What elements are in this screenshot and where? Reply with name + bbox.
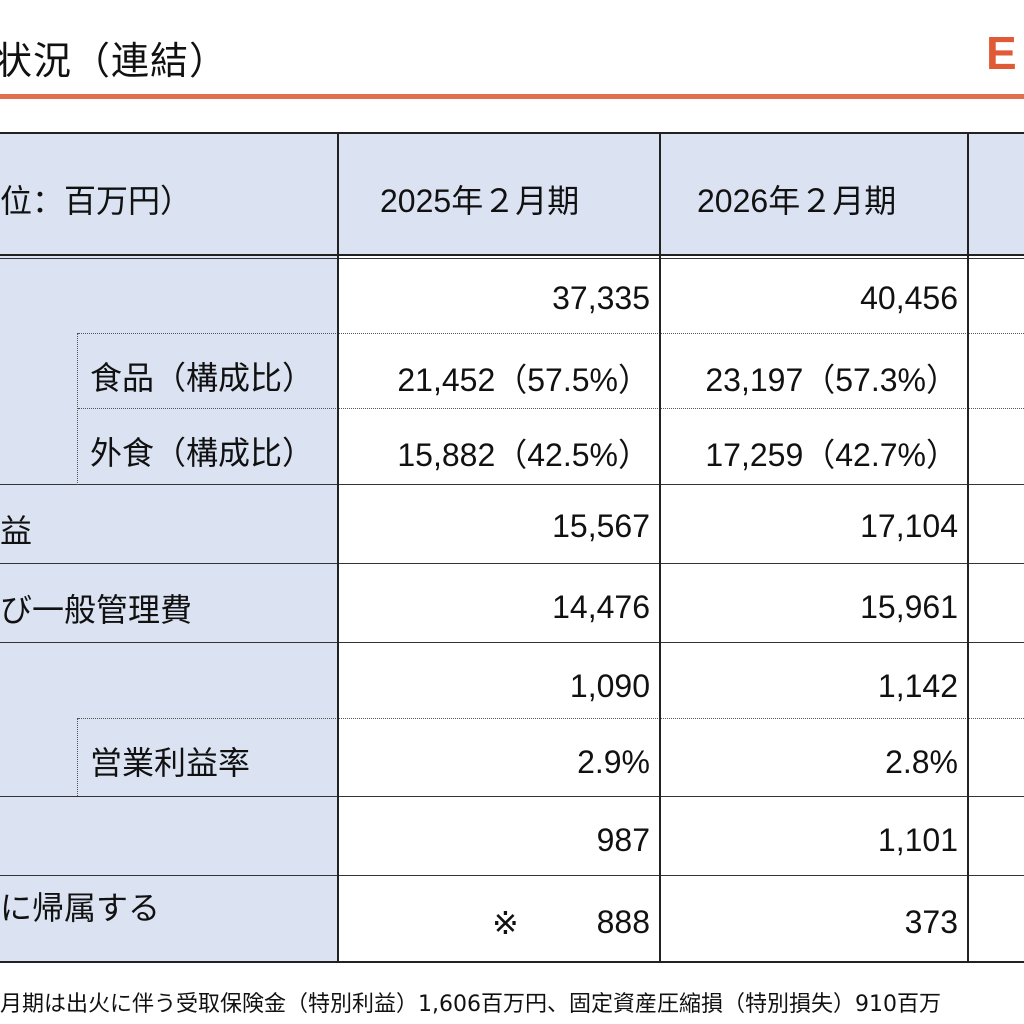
title-underline	[0, 94, 1024, 99]
value-2025-operating-income: 1,090	[569, 668, 650, 704]
row-label-net-income: に帰属する	[0, 889, 161, 927]
value-2025-operating-margin: 2.9%	[577, 744, 650, 780]
value-2025-food: 21,452（57.5%）	[397, 362, 650, 398]
value-2025-net-income: 888	[596, 904, 650, 940]
column-divider	[337, 132, 339, 962]
row-label-restaurant: 外食（構成比）	[90, 434, 315, 472]
footnote: 月期は出火に伴う受取保険金（特別利益）1,606百万円、固定資産圧縮損（特別損失…	[0, 992, 941, 1017]
row-label-food: 食品（構成比）	[90, 359, 315, 397]
column-header-2026: 2026年２月期	[697, 183, 897, 219]
table-top-border	[0, 132, 1024, 134]
column-header-2025: 2025年２月期	[380, 183, 580, 219]
company-logo: E	[986, 27, 1017, 79]
row-divider	[0, 642, 1024, 643]
value-2026-gross-profit: 17,104	[860, 508, 958, 544]
page-title: 状況（連結）	[0, 39, 229, 83]
value-2026-ordinary-income: 1,101	[877, 822, 958, 858]
value-2025-ordinary-income: 987	[596, 822, 650, 858]
sub-label-divider	[77, 718, 78, 796]
header-col2-bg	[660, 134, 968, 254]
row-divider	[0, 875, 1024, 876]
header-bottom-border	[0, 254, 1024, 256]
unit-header: 位：百万円）	[0, 182, 193, 220]
header-double-border	[0, 258, 1024, 259]
row-divider	[78, 408, 1024, 409]
value-2025-sales: 37,335	[552, 280, 650, 316]
value-2025-gross-profit: 15,567	[552, 508, 650, 544]
row-divider	[78, 333, 1024, 334]
row-divider	[0, 796, 1024, 797]
header-label-bg	[0, 134, 338, 254]
value-2026-restaurant: 17,259（42.7%）	[705, 437, 958, 473]
header-col3-bg	[968, 134, 1024, 254]
header-col1-bg	[338, 134, 660, 254]
row-divider	[0, 484, 1024, 485]
row-label-gross-profit: 益	[0, 512, 33, 550]
value-2026-sales: 40,456	[860, 280, 958, 316]
column-divider	[659, 132, 661, 962]
value-2026-food: 23,197（57.3%）	[705, 362, 958, 398]
value-2025-restaurant: 15,882（42.5%）	[397, 437, 650, 473]
row-label-sga: び一般管理費	[0, 591, 193, 629]
asterisk-mark: ※	[492, 905, 519, 941]
table-bottom-border	[0, 961, 1024, 963]
value-2026-sga: 15,961	[860, 589, 958, 625]
row-divider	[78, 718, 1024, 719]
value-2026-operating-margin: 2.8%	[885, 744, 958, 780]
row-label-bg	[0, 256, 338, 962]
value-2026-operating-income: 1,142	[877, 668, 958, 704]
column-divider	[967, 132, 969, 962]
row-divider	[0, 563, 1024, 564]
value-2026-net-income: 373	[904, 904, 958, 940]
sub-label-divider	[77, 333, 78, 485]
row-label-operating-margin: 営業利益率	[90, 744, 251, 782]
value-2025-sga: 14,476	[552, 589, 650, 625]
